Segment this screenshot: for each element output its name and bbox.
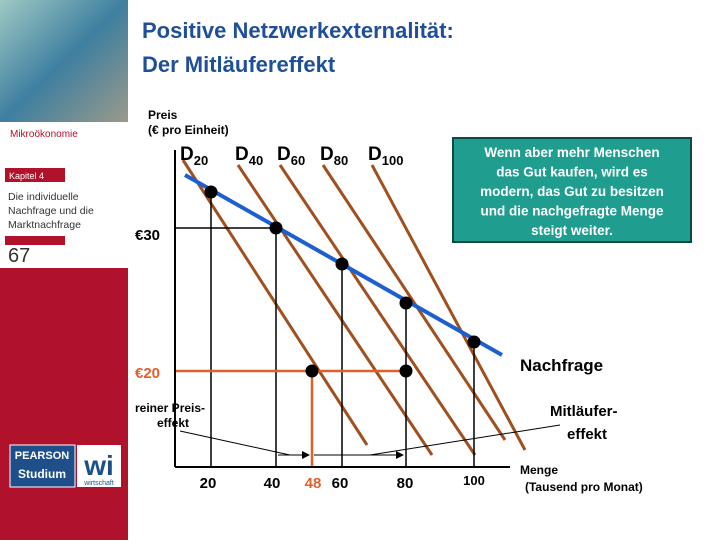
chapter-title: Nachfrage und die [8, 205, 94, 217]
note-line: modern, das Gut zu besitzen [480, 184, 664, 199]
demand-curve [278, 164, 477, 456]
chapter: Kapitel 4 [9, 171, 44, 181]
note-line: Wenn aber mehr Menschen [484, 145, 659, 160]
title: Der Mitläufereffekt [142, 52, 336, 77]
x-axis-label: Menge [520, 463, 558, 477]
chapter-box [5, 168, 65, 182]
curve-label: D100 [368, 144, 403, 168]
curve-label: D20 [180, 144, 208, 168]
note-line: das Gut kaufen, wird es [496, 165, 648, 180]
pointer [179, 430, 291, 456]
bandwagon-label: effekt [567, 426, 607, 443]
bandwagon-label: Mitläufer- [550, 403, 618, 420]
y-axis-label: Preis [148, 108, 178, 122]
quantity-label: 20 [200, 475, 217, 492]
curve-label: D60 [277, 144, 305, 168]
curve-label: D80 [320, 144, 348, 168]
header-image [0, 0, 128, 122]
title: Positive Netzwerkexternalität: [142, 18, 454, 43]
y-axis-label: (€ pro Einheit) [148, 123, 229, 137]
price-effect-label: effekt [157, 416, 189, 430]
point [399, 296, 413, 310]
demand-curve [236, 164, 434, 456]
point [399, 364, 413, 378]
demand-curve [181, 159, 369, 446]
quantity-label: 100 [463, 473, 485, 488]
quantity-label: 48 [305, 475, 322, 492]
point [269, 221, 283, 235]
quantity-label: 40 [264, 475, 281, 492]
subject: Mikroökonomie [10, 129, 78, 140]
price-effect-label: reiner Preis- [135, 401, 205, 415]
quantity-label: 80 [397, 475, 414, 492]
demand-label: Nachfrage [520, 356, 603, 375]
note-line: und die nachgefragte Menge [480, 204, 664, 219]
chapter-title: Marktnachfrage [8, 219, 81, 231]
point [305, 364, 319, 378]
page-number: 67 [8, 245, 30, 267]
note-box [452, 137, 692, 243]
logo-left [9, 444, 76, 488]
note-line: steigt weiter. [531, 223, 613, 238]
logo-text: wi [83, 450, 114, 481]
logo-text: wirtschaft [83, 480, 114, 487]
chapter-title: Die individuelle [8, 191, 79, 203]
point [335, 257, 349, 271]
logo-right [77, 445, 121, 487]
demand-curve [370, 164, 527, 451]
point [467, 335, 481, 349]
x-axis-label: (Tausend pro Monat) [525, 480, 643, 494]
sidebar-red [0, 268, 128, 540]
price-label: €30 [135, 227, 160, 244]
point [204, 185, 218, 199]
logo-text: Studium [18, 467, 66, 481]
curve-label: D40 [235, 144, 263, 168]
pointer [369, 424, 561, 456]
logo-text: PEARSON [15, 450, 69, 462]
quantity-label: 60 [332, 475, 349, 492]
price-label: €20 [135, 365, 160, 382]
page-bar [5, 236, 65, 245]
